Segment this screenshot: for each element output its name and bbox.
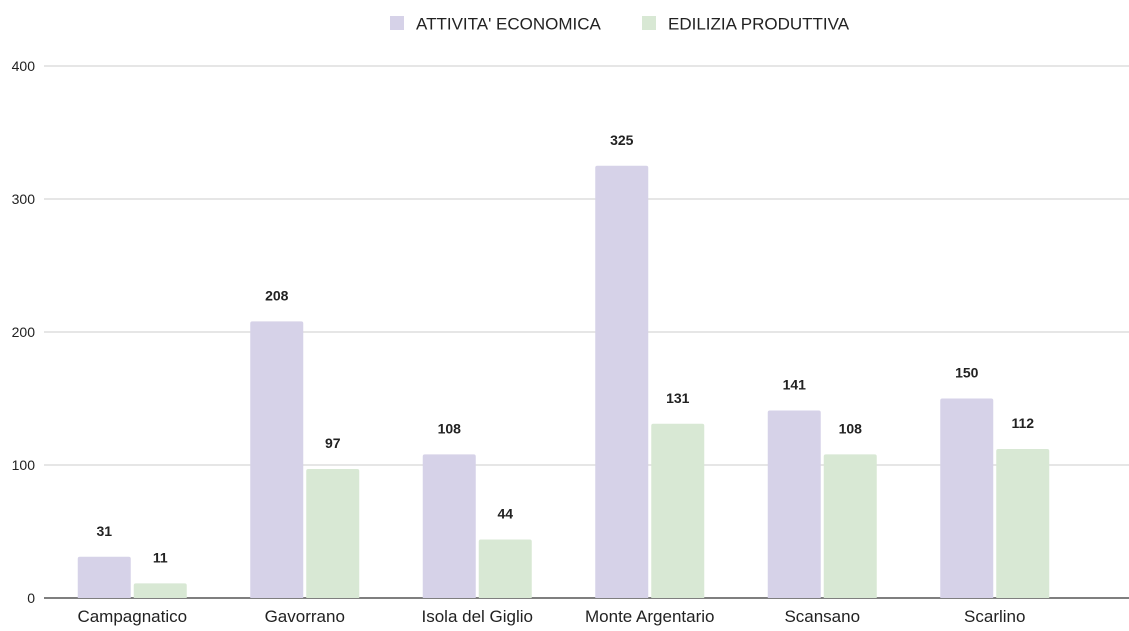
bar-isola-del-giglio-attivita-economica xyxy=(422,454,476,598)
data-labels: 31 11 208 97 108 44 325 131 141 108 150 112 xyxy=(96,132,1034,566)
legend: ATTIVITA' ECONOMICA EDILIZIA PRODUTTIVA xyxy=(390,15,850,34)
bar-scansano-edilizia-produttiva xyxy=(823,454,877,598)
bar-gavorrano-edilizia-produttiva xyxy=(306,468,360,598)
x-tick-label-scarlino: Scarlino xyxy=(964,607,1025,626)
y-tick-label-200: 200 xyxy=(12,324,36,340)
data-label-scansano-edilizia-produttiva: 108 xyxy=(839,420,863,436)
y-axis: 0 100 200 300 400 xyxy=(12,58,36,606)
data-label-monte-argentario-attivita-economica: 325 xyxy=(610,132,634,148)
data-label-gavorrano-edilizia-produttiva: 97 xyxy=(325,435,341,451)
bar-scansano-attivita-economica xyxy=(767,410,821,598)
data-label-monte-argentario-edilizia-produttiva: 131 xyxy=(666,390,690,406)
x-axis: Campagnatico Gavorrano Isola del Giglio Mon… xyxy=(77,607,1025,626)
data-label-isola-del-giglio-edilizia-produttiva: 44 xyxy=(497,505,513,521)
legend-label-edilizia-produttiva: EDILIZIA PRODUTTIVA xyxy=(668,15,850,34)
bar-monte-argentario-edilizia-produttiva xyxy=(651,423,705,598)
y-tick-label-0: 0 xyxy=(27,590,35,606)
bar-scarlino-edilizia-produttiva xyxy=(996,449,1050,598)
x-tick-label-campagnatico: Campagnatico xyxy=(77,607,187,626)
x-tick-label-isola-del-giglio: Isola del Giglio xyxy=(421,607,533,626)
data-label-campagnatico-edilizia-produttiva: 11 xyxy=(153,549,168,565)
bar-scarlino-attivita-economica xyxy=(940,398,994,598)
data-label-campagnatico-attivita-economica: 31 xyxy=(96,523,112,539)
bar-gavorrano-attivita-economica xyxy=(250,321,304,598)
bar-monte-argentario-attivita-economica xyxy=(595,165,649,598)
bar-campagnatico-attivita-economica xyxy=(77,556,131,598)
y-tick-label-300: 300 xyxy=(12,191,36,207)
data-label-scarlino-edilizia-produttiva: 112 xyxy=(1011,415,1034,431)
legend-swatch-edilizia-produttiva xyxy=(642,16,656,30)
bar-isola-del-giglio-edilizia-produttiva xyxy=(478,539,532,598)
bar-campagnatico-edilizia-produttiva xyxy=(133,583,187,598)
data-label-scansano-attivita-economica: 141 xyxy=(783,376,807,392)
data-label-isola-del-giglio-attivita-economica: 108 xyxy=(438,420,462,436)
y-tick-label-400: 400 xyxy=(12,58,36,74)
data-label-gavorrano-attivita-economica: 208 xyxy=(265,287,289,303)
x-tick-label-gavorrano: Gavorrano xyxy=(265,607,345,626)
x-tick-label-scansano: Scansano xyxy=(784,607,860,626)
legend-swatch-attivita-economica xyxy=(390,16,404,30)
x-tick-label-monte-argentario: Monte Argentario xyxy=(585,607,714,626)
data-label-scarlino-attivita-economica: 150 xyxy=(955,365,979,381)
bars xyxy=(77,165,1050,598)
y-tick-label-100: 100 xyxy=(12,457,36,473)
legend-label-attivita-economica: ATTIVITA' ECONOMICA xyxy=(416,15,602,34)
